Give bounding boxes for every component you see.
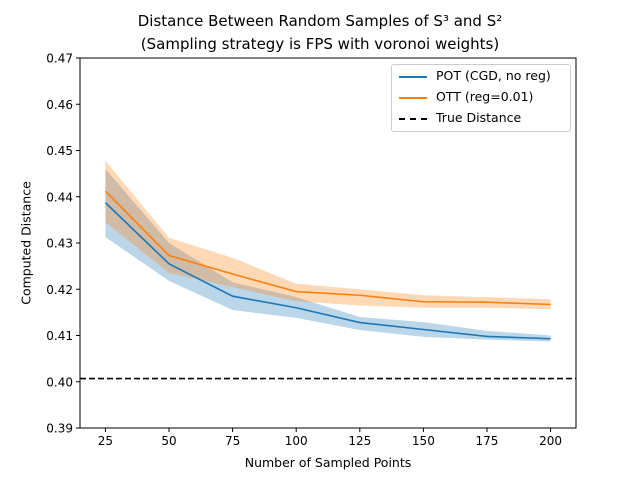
confidence-bands [105, 160, 551, 342]
band-0 [105, 169, 551, 342]
y-axis-ticks: 0.39 0.40 0.41 0.42 0.43 0.44 0.45 0.46 0.47 [46, 52, 80, 436]
legend-label-pot: POT (CGD, no reg) [436, 68, 551, 83]
y-tick-label: 0.44 [46, 190, 73, 204]
legend-swatch-pot [399, 76, 427, 78]
y-tick-label: 0.41 [46, 329, 73, 343]
x-axis-ticks: 25 50 75 100 125 150 175 200 [98, 428, 562, 448]
y-tick-label: 0.42 [46, 283, 73, 297]
y-tick-label: 0.46 [46, 98, 73, 112]
legend-label-ott: OTT (reg=0.01) [436, 89, 534, 104]
x-axis-label: Number of Sampled Points [244, 455, 412, 470]
legend-swatch-ott [399, 97, 427, 99]
series-line-1 [104, 190, 551, 306]
legend-item-true-distance: True Distance [392, 109, 570, 129]
band-1 [105, 160, 551, 310]
x-tick-label: 50 [161, 434, 176, 448]
x-tick-label: 25 [98, 434, 113, 448]
series-lines [104, 190, 551, 340]
x-tick-label: 125 [348, 434, 371, 448]
y-tick-label: 0.47 [46, 52, 73, 66]
y-tick-label: 0.45 [46, 144, 73, 158]
legend-item-pot: POT (CGD, no reg) [392, 67, 570, 87]
chart-title: Distance Between Random Samples of S³ an… [0, 12, 640, 30]
legend: POT (CGD, no reg) OTT (reg=0.01) True Di… [391, 64, 571, 132]
x-tick-label: 75 [225, 434, 240, 448]
chart-subtitle: (Sampling strategy is FPS with voronoi w… [0, 35, 640, 53]
legend-swatch-true-distance [399, 118, 427, 120]
chart-title-text: Distance Between Random Samples of S³ an… [137, 12, 503, 30]
chart-subtitle-text: (Sampling strategy is FPS with voronoi w… [140, 35, 500, 53]
x-tick-label: 200 [539, 434, 562, 448]
y-axis-label: Computed Distance [18, 181, 34, 305]
y-tick-label: 0.40 [46, 375, 73, 389]
x-tick-label: 150 [412, 434, 435, 448]
y-tick-label: 0.39 [46, 422, 73, 436]
x-tick-label: 100 [285, 434, 308, 448]
series-line-0 [104, 202, 551, 340]
y-tick-label: 0.43 [46, 237, 73, 251]
legend-label-true-distance: True Distance [436, 110, 522, 125]
x-tick-label: 175 [476, 434, 499, 448]
legend-item-ott: OTT (reg=0.01) [392, 88, 570, 108]
